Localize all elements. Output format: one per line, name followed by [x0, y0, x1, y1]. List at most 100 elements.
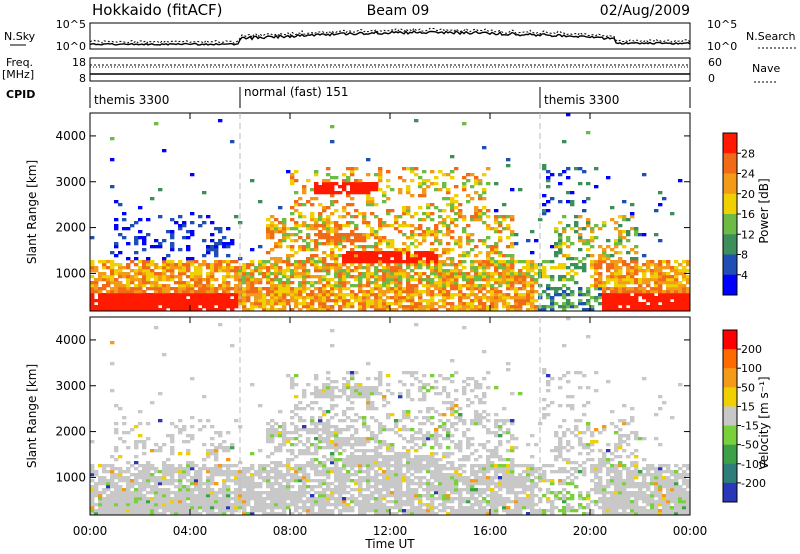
power-cell — [558, 305, 563, 309]
power-cell — [246, 284, 251, 288]
velocity-cell — [102, 512, 107, 516]
power-cell — [254, 305, 259, 309]
power-cell — [666, 293, 671, 297]
power-cell — [102, 263, 107, 267]
power-cell — [570, 203, 575, 207]
power-cell — [282, 287, 287, 291]
power-cell — [374, 230, 379, 234]
velocity-cell — [302, 488, 307, 492]
power-cell — [298, 203, 303, 207]
power-cell — [362, 245, 367, 249]
power-cell — [210, 245, 215, 249]
power-cell — [166, 275, 171, 279]
power-cell — [122, 299, 127, 303]
velocity-cell — [386, 374, 391, 378]
power-cell — [662, 260, 667, 264]
velocity-cell — [454, 398, 459, 402]
power-cell — [414, 251, 419, 255]
power-cell — [230, 242, 235, 246]
power-cell — [354, 299, 359, 303]
velocity-cell — [254, 491, 259, 495]
power-cell — [226, 260, 231, 264]
velocity-cell — [334, 446, 339, 450]
power-cell — [146, 308, 151, 312]
power-cell — [558, 236, 563, 240]
power-cell — [306, 227, 311, 231]
power-cell — [430, 233, 435, 237]
power-cell — [146, 269, 151, 273]
power-cell — [570, 263, 575, 267]
power-cell — [310, 290, 315, 294]
power-cell — [186, 299, 191, 303]
velocity-cell — [162, 488, 167, 492]
velocity-cell — [322, 500, 327, 504]
velocity-cell — [290, 380, 295, 384]
velocity-cell — [454, 476, 459, 480]
velocity-cell — [190, 503, 195, 507]
power-cell — [246, 299, 251, 303]
power-cell — [206, 308, 211, 312]
power-cell — [398, 191, 403, 195]
colorbar-swatch — [723, 254, 737, 276]
power-cell — [98, 308, 103, 312]
velocity-cell — [142, 488, 147, 492]
power-cell — [406, 281, 411, 285]
power-cell — [534, 308, 539, 312]
velocity-cell — [350, 473, 355, 477]
power-cell — [650, 263, 655, 267]
velocity-cell — [170, 452, 175, 456]
velocity-cell — [178, 500, 183, 504]
power-cell — [258, 299, 263, 303]
velocity-cell — [202, 464, 207, 468]
power-cell — [314, 248, 319, 252]
velocity-cell — [146, 473, 151, 477]
velocity-cell — [422, 509, 427, 513]
velocity-cell — [330, 461, 335, 465]
power-cell — [398, 254, 403, 258]
power-cell — [606, 302, 611, 306]
velocity-cell — [226, 509, 231, 513]
power-cell — [106, 260, 111, 264]
velocity-cell — [322, 428, 327, 432]
velocity-cell — [290, 497, 295, 501]
power-cell — [402, 269, 407, 273]
power-cell — [486, 296, 491, 300]
power-cell — [266, 290, 271, 294]
velocity-cell — [338, 452, 343, 456]
power-cell — [522, 299, 527, 303]
velocity-cell — [330, 425, 335, 429]
power-cell — [610, 266, 615, 270]
power-cell — [226, 296, 231, 300]
power-cell — [458, 308, 463, 312]
velocity-cell — [202, 482, 207, 486]
velocity-cell — [222, 503, 227, 507]
power-cell — [582, 257, 587, 261]
velocity-cell — [454, 443, 459, 447]
velocity-cell — [446, 476, 451, 480]
power-cell — [342, 224, 347, 228]
power-cell — [410, 233, 415, 237]
velocity-cell — [110, 341, 115, 345]
power-cell — [626, 269, 631, 273]
velocity-cell — [306, 473, 311, 477]
velocity-cell — [366, 485, 371, 489]
power-cell — [430, 269, 435, 273]
power-cell — [174, 275, 179, 279]
power-cell — [430, 230, 435, 234]
power-cell — [134, 272, 139, 276]
velocity-cell — [450, 440, 455, 444]
power-cell — [290, 269, 295, 273]
velocity-cell — [294, 431, 299, 435]
velocity-cell — [286, 497, 291, 501]
power-cell — [606, 296, 611, 300]
velocity-cell — [382, 506, 387, 510]
power-cell — [298, 266, 303, 270]
power-cell — [650, 287, 655, 291]
power-cell — [414, 257, 419, 261]
power-cell — [610, 290, 615, 294]
power-cell — [110, 308, 115, 312]
velocity-cell — [142, 509, 147, 513]
power-cell — [326, 230, 331, 234]
velocity-cell — [430, 437, 435, 441]
power-cell — [594, 296, 599, 300]
